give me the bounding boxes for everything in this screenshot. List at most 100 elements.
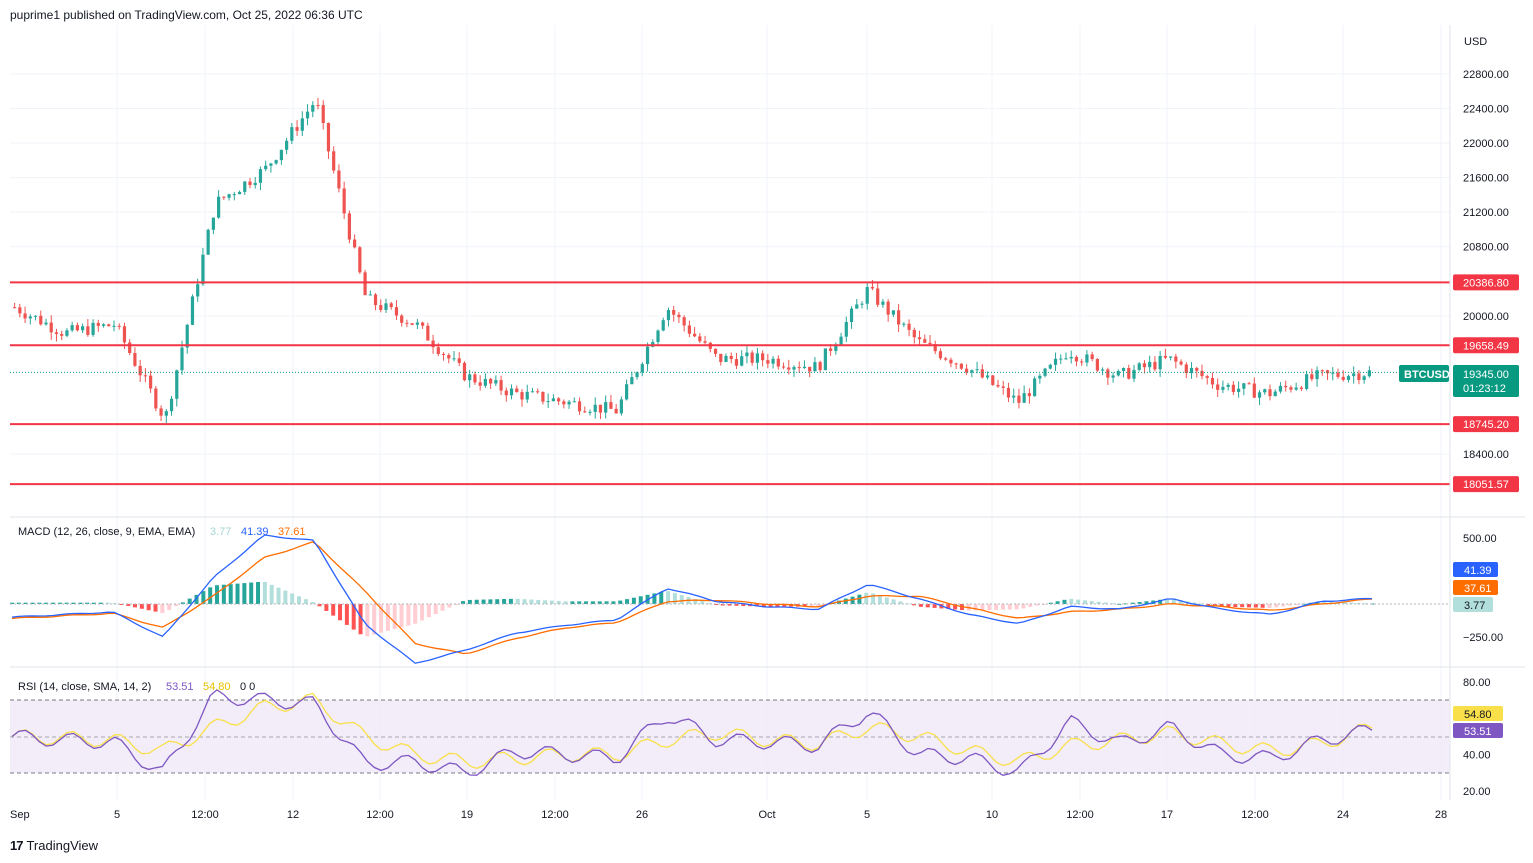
- macd-hist-bar: [385, 604, 390, 631]
- macd-hist-bar: [399, 604, 404, 628]
- candle-body: [619, 399, 623, 414]
- rsi-value: 53.51: [166, 681, 194, 693]
- rsi-sma-line: [11, 692, 1373, 770]
- macd-hist-bar: [420, 604, 425, 621]
- rsi-extra-values: 0 0: [240, 681, 255, 693]
- candle-body: [991, 375, 995, 385]
- candle-body: [1200, 370, 1204, 377]
- candle-body: [1158, 355, 1162, 370]
- candle-body: [713, 348, 718, 354]
- macd-signal-value: 37.61: [278, 526, 306, 538]
- macd-hist-bar: [119, 604, 124, 605]
- level-tag: [1453, 476, 1519, 493]
- macd-hist-bar: [1226, 604, 1231, 607]
- macd-hist-value: 3.77: [210, 526, 231, 538]
- macd-hist-bar: [502, 599, 507, 604]
- rsi-band-fill: [10, 700, 1450, 773]
- candle-body: [1074, 356, 1079, 362]
- macd-hist-bar: [1164, 599, 1169, 604]
- candle-body: [175, 370, 179, 399]
- macd-hist-bar: [754, 604, 759, 607]
- macd-axis: 500.00 −250.00: [1463, 533, 1503, 644]
- candle-body: [421, 322, 425, 326]
- macd-hist-bar: [488, 599, 493, 604]
- macd-hist-bar: [461, 601, 466, 604]
- candle-body: [912, 329, 916, 338]
- candle-body: [761, 353, 765, 361]
- macd-hist-bar: [864, 592, 869, 604]
- rsi-tick-label: 40.00: [1463, 750, 1491, 762]
- macd-hist-bar: [782, 604, 787, 607]
- time-tick-label: 12: [287, 809, 299, 821]
- candle-body: [598, 404, 603, 413]
- macd-hist-bar: [78, 602, 83, 604]
- macd-hist-bar: [1281, 604, 1286, 607]
- macd-hist-bar: [1246, 604, 1251, 608]
- candle-body: [1169, 356, 1173, 358]
- macd-hist-bar: [406, 604, 411, 626]
- candle-body: [1315, 370, 1319, 380]
- candle-body: [1247, 383, 1251, 385]
- macd-hist-bar: [652, 593, 657, 604]
- macd-hist-bar: [338, 604, 343, 621]
- macd-hist-bar: [167, 604, 172, 610]
- candle-body: [347, 213, 351, 240]
- chart-canvas[interactable]: 22800.00 22400.00 22000.00 21600.00 21200.00…: [0, 0, 1533, 830]
- time-tick-label: 12:00: [366, 809, 394, 821]
- candle-body: [672, 309, 676, 315]
- candle-body: [499, 380, 503, 391]
- candle-body: [1242, 383, 1246, 389]
- macd-hist-bar: [973, 604, 978, 611]
- macd-hist-bar: [1274, 604, 1279, 608]
- macd-hist-bar: [761, 604, 766, 607]
- macd-hist-bar: [604, 601, 609, 604]
- candle-body: [572, 401, 576, 403]
- candle-body: [557, 398, 561, 402]
- candle-body: [1069, 356, 1073, 359]
- macd-hist-bar: [174, 604, 179, 607]
- candle-body: [813, 362, 817, 372]
- macd-hist-bar: [1342, 602, 1347, 604]
- candle-body: [290, 127, 294, 141]
- candle-body: [1064, 358, 1068, 360]
- macd-hist-bar: [1219, 604, 1224, 607]
- candle-body: [693, 333, 697, 337]
- candle-body: [818, 362, 822, 371]
- macd-hist-bar: [611, 601, 616, 604]
- candle-body: [996, 384, 1000, 387]
- macd-hist-bar: [672, 593, 677, 604]
- macd-hist-bar: [372, 604, 377, 635]
- candle-body: [494, 380, 498, 384]
- macd-hist-bar: [1096, 601, 1101, 604]
- macd-hist-bar: [146, 604, 151, 611]
- candle-body: [1095, 359, 1099, 371]
- candle-body: [797, 367, 801, 369]
- macd-hist-bar: [912, 604, 917, 606]
- time-tick-label: 5: [864, 809, 870, 821]
- candle-body: [635, 372, 639, 378]
- candle-body: [1059, 358, 1063, 360]
- macd-hist-bar: [30, 602, 35, 604]
- footer-branding[interactable]: 17 TradingView: [10, 838, 98, 853]
- time-tick-label: 12:00: [541, 809, 569, 821]
- level-tag-label: 18051.57: [1463, 479, 1509, 491]
- hist-tag: [1453, 597, 1493, 612]
- macd-hist-bar: [857, 594, 862, 604]
- candle-body: [907, 323, 911, 330]
- macd-hist-bar: [768, 604, 773, 607]
- candle-body: [661, 320, 665, 331]
- candle-body: [1006, 387, 1011, 398]
- candle-body: [206, 229, 210, 255]
- macd-hist-bar: [317, 604, 322, 607]
- horizontal-levels: [10, 281, 1450, 486]
- macd-tick-label: 500.00: [1463, 533, 1497, 545]
- candle-body: [39, 315, 43, 325]
- brand-name: TradingView: [26, 838, 99, 853]
- candle-body: [468, 374, 472, 381]
- candle-body: [1106, 369, 1110, 378]
- candle-body: [625, 384, 629, 400]
- macd-hist-bar: [734, 604, 739, 606]
- candle-body: [928, 342, 932, 345]
- candle-body: [243, 181, 247, 192]
- candle-body: [1153, 361, 1157, 370]
